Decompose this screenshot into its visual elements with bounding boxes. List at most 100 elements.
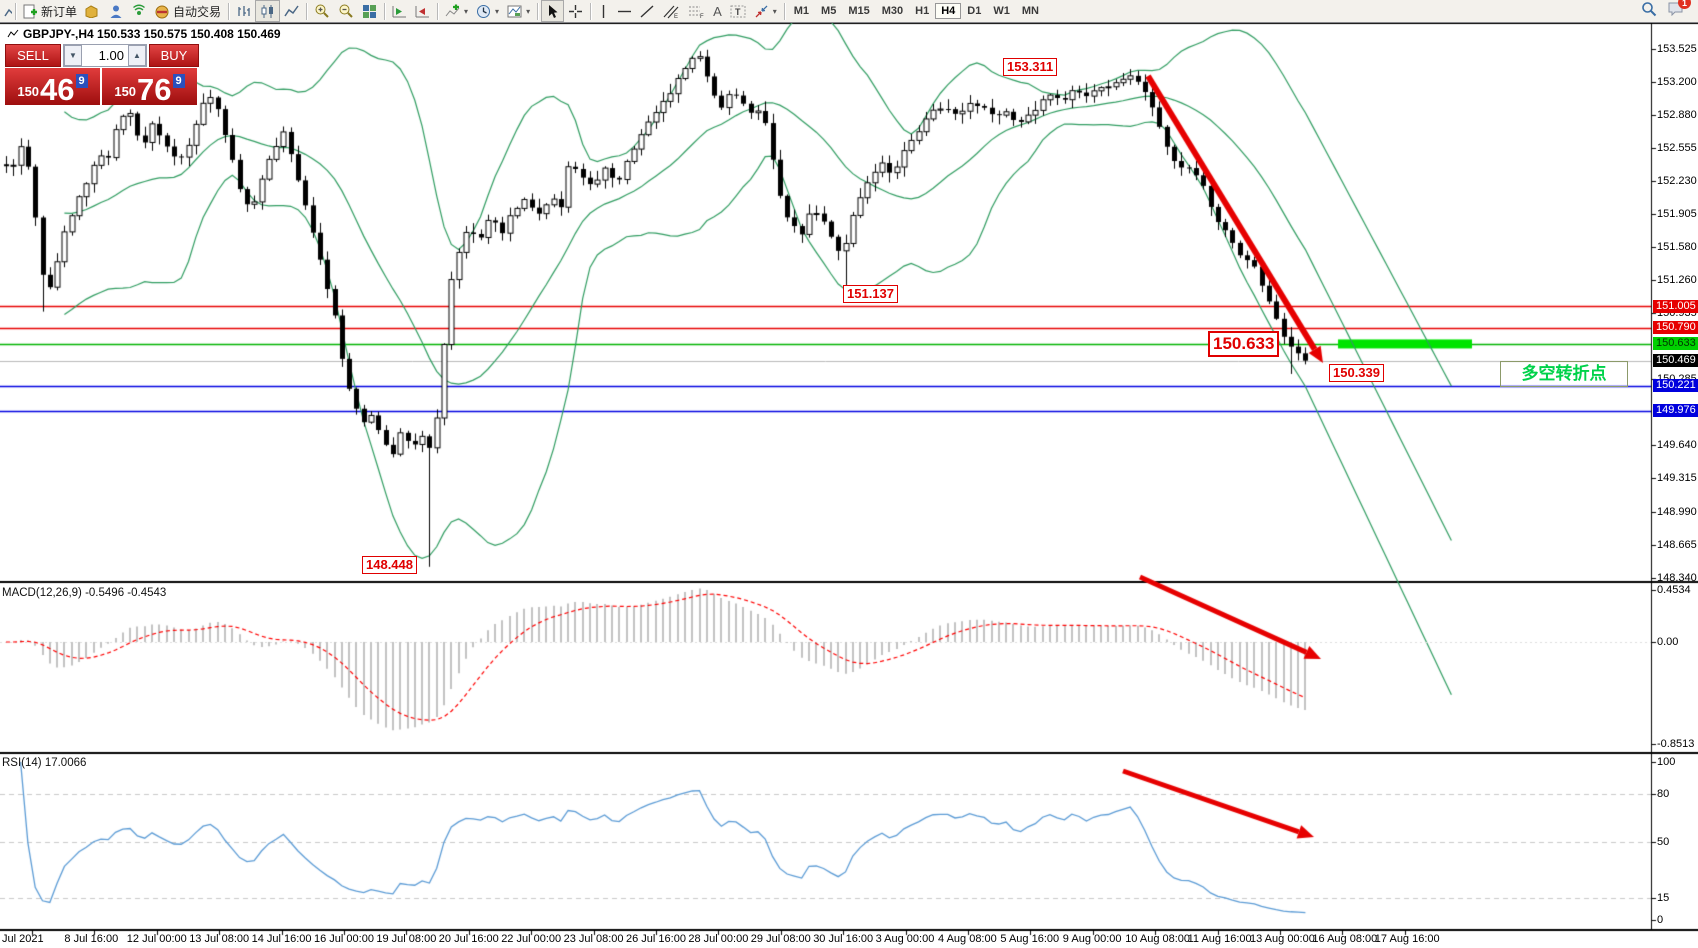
line-chart-icon[interactable] [280,1,303,21]
trendline-icon[interactable] [636,1,659,21]
time-tick: 9 Aug 00:00 [1062,933,1122,945]
timeframe-M1[interactable]: M1 [793,5,810,17]
annotation-note: 多空转折点 [1500,361,1628,387]
timeframe-M15[interactable]: M15 [848,5,870,17]
time-tick: 29 Jul 08:00 [750,933,811,945]
timeframe-W1[interactable]: W1 [993,5,1010,17]
timeframe-M30[interactable]: M30 [881,5,904,17]
fibonacci-icon[interactable]: F [684,1,709,21]
chevron-down-icon: ▾ [464,6,469,16]
chart-shift-icon[interactable] [411,1,434,21]
sell-button[interactable]: SELL [5,44,61,67]
price-tick: 152.880 [1657,108,1697,121]
timeframe-D1[interactable]: D1 [967,5,982,17]
timeframe-MN[interactable]: MN [1021,5,1039,17]
time-tick: 8 Jul 16:00 [64,933,119,945]
buy-price-pip: 9 [172,74,185,88]
sell-price[interactable]: 150 46 9 [5,68,100,105]
time-tick: 3 Aug 00:00 [875,933,935,945]
price-tick: 148.665 [1657,538,1697,551]
price-tick: 151.905 [1657,208,1697,221]
autotrading-button[interactable]: 自动交易 [151,1,225,21]
svg-text:F: F [700,14,704,19]
time-tick: 12 Jul 00:00 [126,933,187,945]
chevron-down-icon: ▾ [772,6,777,16]
periods-icon[interactable]: ▾ [472,1,503,21]
indicator-tick: 0.4534 [1657,584,1691,596]
new-order-button[interactable]: 新订单 [19,1,81,21]
price-annotation-label: 148.448 [362,556,417,574]
price-badge: 149.976 [1653,404,1698,418]
buy-price[interactable]: 150 76 9 [102,68,197,105]
crosshair-icon[interactable] [564,1,587,21]
volume-decrease-button[interactable]: ▼ [63,45,82,66]
chart-symbol-icon [7,29,19,38]
time-tick: 13 Aug 00:00 [1250,933,1315,945]
time-tick: 22 Jul 00:00 [501,933,562,945]
separator [537,2,539,20]
time-tick: 28 Jul 00:00 [688,933,749,945]
price-annotation-label: 150.633 [1208,331,1280,357]
templates-icon[interactable]: ▾ [503,1,534,21]
price-tick: 151.580 [1657,241,1697,254]
profiles-icon[interactable] [81,1,105,21]
price-annotation-label: 153.311 [1003,58,1058,76]
price-tick: 149.640 [1657,439,1697,452]
sell-price-big: 46 [40,72,75,107]
horizontal-line-icon[interactable] [613,1,636,21]
time-tick: 30 Jul 16:00 [813,933,874,945]
rsi-header: RSI(14) 17.0066 [2,757,87,769]
mini-chart-icon[interactable] [4,1,12,21]
cursor-icon[interactable] [541,0,565,22]
price-badge: 150.221 [1653,379,1698,393]
indicator-tick: 80 [1657,788,1670,800]
indicator-tick: 100 [1657,756,1676,768]
timeframe-H1[interactable]: H1 [915,5,930,17]
volume-increase-button[interactable]: ▲ [127,45,146,66]
autotrading-icon [155,4,170,19]
auto-scroll-icon[interactable] [388,1,411,21]
text-icon[interactable]: A [713,3,722,19]
indicator-tick: 50 [1657,836,1670,848]
candlestick-icon[interactable] [255,0,281,22]
svg-text:E: E [674,14,678,19]
price-tick: 148.990 [1657,505,1697,518]
chevron-down-icon: ▾ [495,6,500,16]
price-tick: 152.230 [1657,175,1697,188]
notifications-button[interactable]: 1 [1667,0,1691,21]
price-tick: 152.555 [1657,141,1697,154]
indicator-tick: 0 [1657,914,1664,926]
time-tick: 26 Jul 16:00 [626,933,686,945]
zoom-in-icon[interactable] [310,1,334,21]
timeframe-M5[interactable]: M5 [821,5,837,17]
separator [437,2,439,20]
volume-stepper: ▼ ▲ [62,44,147,67]
timeframe-H4[interactable]: H4 [935,3,962,19]
price-badge: 150.790 [1653,321,1698,335]
shapes-icon[interactable]: ▾ [750,1,781,21]
vertical-line-icon[interactable] [594,1,613,21]
price-badge: 150.469 [1653,354,1698,368]
time-tick: 4 Aug 08:00 [938,933,997,945]
tile-windows-icon[interactable] [358,1,381,21]
search-icon[interactable] [1641,1,1657,22]
time-tick: 10 Aug 08:00 [1125,933,1191,945]
timeframe-bar: M1 M5 M15 M30 H1 H4 D1 W1 MN [788,3,1045,19]
bar-chart-icon[interactable] [232,1,255,21]
indicators-icon[interactable]: ▾ [441,1,472,21]
community-icon[interactable] [105,1,128,21]
price-tick: 153.525 [1657,43,1697,55]
price-tick: 151.260 [1657,273,1697,286]
volume-input[interactable] [81,45,128,66]
buy-button[interactable]: BUY [148,44,199,67]
zoom-out-icon[interactable] [334,1,358,21]
text-label-icon[interactable]: T [726,1,750,21]
signals-icon[interactable] [128,1,151,21]
new-order-label: 新订单 [41,4,78,19]
price-tick: 153.200 [1657,76,1697,89]
separator [590,2,592,20]
buy-price-figure: 150 [114,84,137,99]
channel-icon[interactable]: E [659,1,684,21]
time-tick: 19 Jul 08:00 [376,933,437,945]
